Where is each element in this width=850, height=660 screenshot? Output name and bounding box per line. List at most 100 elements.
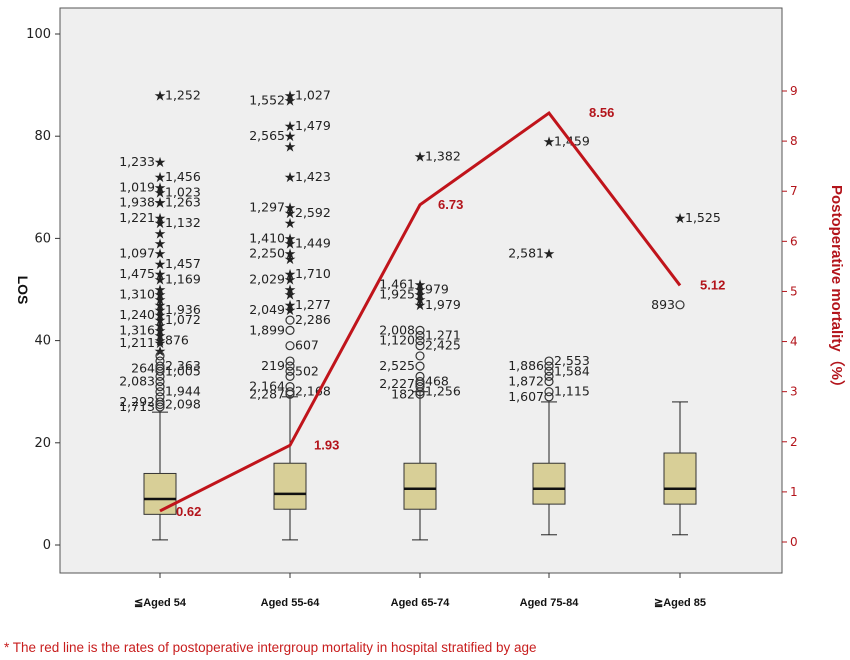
outlier-circle [415, 387, 425, 397]
outlier-label: 2,029 [249, 271, 285, 286]
outlier-label: 1,310 [119, 287, 155, 302]
mortality-data-label: 1.93 [314, 437, 339, 452]
extreme-outlier-star: ★ [284, 119, 297, 135]
outlier-label: 1,005 [165, 363, 201, 378]
outlier-circle [155, 399, 165, 410]
outlier-label: 1,263 [165, 195, 201, 210]
mortality-line-layer: 0.62 1.93 6.73 8.56 5.12 [159, 105, 725, 519]
outlier-label: 1,479 [295, 118, 331, 133]
outlier-label: 1,886 [508, 358, 544, 373]
footnote: * The red line is the rates of postopera… [4, 640, 537, 655]
outlier-circle [415, 351, 425, 361]
extreme-outlier-star: ★ [284, 252, 297, 268]
extreme-outlier-star: ★ [284, 206, 297, 222]
outlier-circle [415, 330, 425, 341]
extreme-outlier-star: ★ [154, 226, 167, 242]
extreme-outlier-star: ★ [284, 303, 297, 319]
extreme-outlier-star: ★ [414, 288, 427, 304]
extreme-outlier-star: ★ [154, 336, 167, 352]
outlier-label: 1,211 [119, 335, 155, 350]
outlier-label: 1,456 [165, 169, 201, 184]
extreme-outlier-star: ★ [284, 88, 297, 104]
extreme-outlier-star: ★ [154, 318, 167, 334]
outlier-label: 2,525 [379, 358, 415, 373]
outlier-label: 1,240 [119, 307, 155, 322]
extreme-outlier-star: ★ [154, 334, 167, 350]
right-y-axis-label: Postoperative mortality（%） [828, 185, 846, 395]
outlier-label: 2,250 [249, 246, 285, 261]
x-tick-label: Aged 55-64 [261, 597, 321, 609]
extreme-outlier-star: ★ [284, 267, 297, 283]
outlier-label: 1,019 [119, 179, 155, 194]
outlier-label: 1,252 [165, 87, 201, 102]
y-tick-label: 20 [34, 436, 51, 451]
x-axis: ≦Aged 54 Aged 55-64 Aged 65-74 Aged 75-84 ≧A… [134, 573, 706, 609]
outlier-circle [285, 371, 295, 381]
x-tick-label: ≦Aged 54 [134, 597, 187, 609]
outlier-circle [285, 325, 295, 335]
outlier-label: 1,584 [554, 363, 590, 378]
outlier-label: 2,227 [379, 376, 415, 391]
outlier-label: 876 [165, 333, 189, 348]
outlier-label: 1,925 [379, 287, 415, 302]
mortality-data-label: 6.73 [438, 197, 463, 212]
outlier-label: 502 [295, 363, 319, 378]
outlier-label: 2,425 [425, 338, 461, 353]
outlier-label: 1,115 [554, 384, 590, 399]
extreme-outlier-star: ★ [414, 293, 427, 309]
mortality-data-label: 5.12 [700, 277, 725, 292]
outlier-label: 2,553 [554, 353, 590, 368]
box-iqr [403, 462, 437, 510]
outlier-label: 1,221 [119, 210, 155, 225]
outlier-label: 1,382 [425, 149, 461, 164]
extreme-outlier-star: ★ [543, 247, 556, 263]
outlier-circle [155, 387, 165, 397]
outlier-label: 1,552 [249, 92, 285, 107]
extreme-outlier-star: ★ [154, 237, 167, 253]
y-tick-label: 40 [34, 334, 51, 349]
outlier-label: 1,316 [119, 322, 155, 337]
outlier-label: 2,292 [119, 394, 155, 409]
extreme-outlier-star: ★ [154, 293, 167, 309]
outlier-circle [544, 361, 554, 371]
outlier-circle [155, 361, 165, 371]
outlier-label: 1,607 [508, 389, 544, 404]
y-tick-label: 100 [26, 27, 51, 42]
extreme-outlier-star: ★ [414, 283, 427, 299]
extreme-outlier-star: ★ [284, 170, 297, 186]
extreme-outlier-star: ★ [284, 237, 297, 253]
outlier-circle [155, 402, 165, 412]
outlier-label: 1,525 [685, 210, 721, 225]
outlier-label: 2,286 [295, 312, 331, 327]
box-iqr [663, 452, 697, 505]
outlier-label: 2,592 [295, 205, 331, 220]
outlier-circle [544, 356, 554, 366]
outlier-label: 979 [425, 282, 449, 297]
outlier-circle [415, 361, 425, 371]
outlier-label: 1,410 [249, 230, 285, 245]
outlier-label: 1,461 [379, 276, 415, 291]
outlier-label: 2,164 [249, 379, 285, 394]
mortality-data-label: 8.56 [589, 105, 614, 120]
extreme-outlier-star: ★ [284, 283, 297, 299]
outlier-label: 1,256 [425, 384, 461, 399]
y-tick-label: 80 [34, 129, 51, 144]
extreme-outlier-star: ★ [284, 247, 297, 263]
outlier-label: 1,277 [295, 297, 331, 312]
y-tick-label: 0 [43, 538, 51, 553]
outlier-label: 2,098 [165, 396, 201, 411]
outlier-label: 1,097 [119, 246, 155, 261]
extreme-outlier-star: ★ [154, 283, 167, 299]
outlier-label: 1,132 [165, 215, 201, 230]
extreme-outlier-star: ★ [154, 155, 167, 171]
extreme-outlier-star: ★ [284, 288, 297, 304]
right-y-axis: 0 1 2 3 4 5 6 7 8 9 [782, 84, 798, 549]
extreme-outlier-star: ★ [154, 328, 167, 344]
extreme-outlier-star: ★ [154, 216, 167, 232]
y2-tick-label: 6 [790, 234, 798, 248]
y2-tick-label: 4 [790, 335, 798, 349]
outlier-label: 1,938 [119, 195, 155, 210]
extreme-outlier-star: ★ [284, 201, 297, 217]
y2-tick-label: 8 [790, 134, 798, 148]
outlier-circle [155, 371, 165, 381]
